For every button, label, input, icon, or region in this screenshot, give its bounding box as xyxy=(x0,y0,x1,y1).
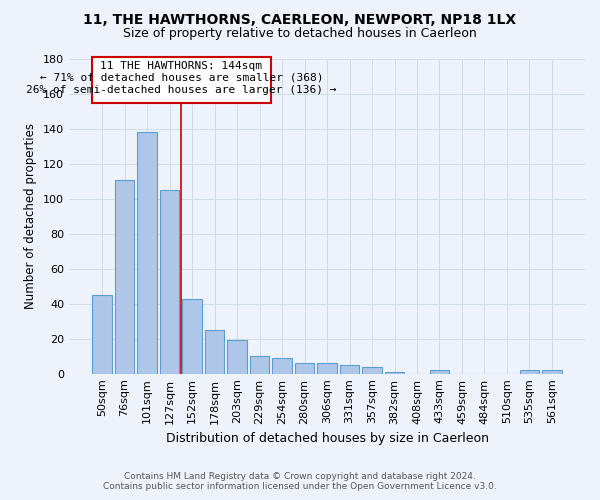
Y-axis label: Number of detached properties: Number of detached properties xyxy=(25,124,37,310)
X-axis label: Distribution of detached houses by size in Caerleon: Distribution of detached houses by size … xyxy=(166,432,488,445)
Text: 11, THE HAWTHORNS, CAERLEON, NEWPORT, NP18 1LX: 11, THE HAWTHORNS, CAERLEON, NEWPORT, NP… xyxy=(83,12,517,26)
Bar xyxy=(542,370,562,374)
FancyBboxPatch shape xyxy=(92,58,271,102)
Bar xyxy=(205,330,224,374)
Bar xyxy=(227,340,247,374)
Bar xyxy=(272,358,292,374)
Text: Size of property relative to detached houses in Caerleon: Size of property relative to detached ho… xyxy=(123,28,477,40)
Bar xyxy=(137,132,157,374)
Bar xyxy=(115,180,134,374)
Bar xyxy=(385,372,404,374)
Bar xyxy=(317,363,337,374)
Text: ← 71% of detached houses are smaller (368): ← 71% of detached houses are smaller (36… xyxy=(40,73,323,83)
Bar xyxy=(182,298,202,374)
Text: 26% of semi-detached houses are larger (136) →: 26% of semi-detached houses are larger (… xyxy=(26,85,337,95)
Bar xyxy=(430,370,449,374)
Bar xyxy=(520,370,539,374)
Text: 11 THE HAWTHORNS: 144sqm: 11 THE HAWTHORNS: 144sqm xyxy=(100,60,262,70)
Bar xyxy=(250,356,269,374)
Bar xyxy=(362,366,382,374)
Bar xyxy=(160,190,179,374)
Bar xyxy=(295,363,314,374)
Bar xyxy=(340,365,359,374)
Bar xyxy=(92,295,112,374)
Text: Contains HM Land Registry data © Crown copyright and database right 2024.
Contai: Contains HM Land Registry data © Crown c… xyxy=(103,472,497,491)
